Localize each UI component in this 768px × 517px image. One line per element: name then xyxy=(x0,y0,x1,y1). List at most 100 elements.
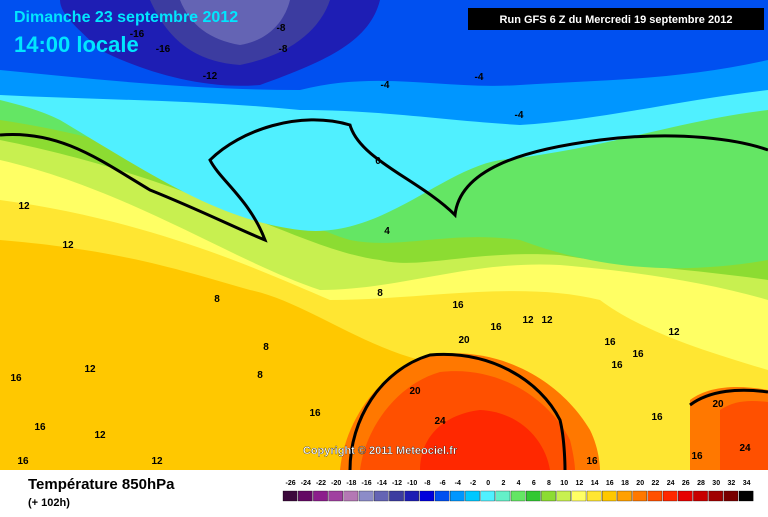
scale-label: 12 xyxy=(576,480,584,487)
contour-label: 12 xyxy=(522,315,534,326)
contour-label: 24 xyxy=(434,416,446,427)
contour-label: 0 xyxy=(375,156,381,167)
scale-label: -24 xyxy=(301,480,311,487)
scale-label: -8 xyxy=(424,480,430,487)
contour-label: 16 xyxy=(611,360,623,371)
contour-labels: -16 -16 -8 -8 -12 -4 -4 -4 0 4 8 8 8 8 12 12 12 12 12 12 12 1… xyxy=(10,23,751,467)
contour-label: 16 xyxy=(651,412,663,423)
scale-label: -18 xyxy=(346,480,356,487)
scale-swatch xyxy=(465,490,480,502)
scale-label: 28 xyxy=(697,480,705,487)
contour-label: -4 xyxy=(515,110,524,121)
scale-label: 14 xyxy=(591,480,599,487)
contour-label: -8 xyxy=(277,23,286,34)
contour-label: 20 xyxy=(712,399,724,410)
contour-label: 24 xyxy=(739,443,751,454)
contour-label: 8 xyxy=(257,370,263,381)
contour-label: 12 xyxy=(668,327,680,338)
scale-label: -12 xyxy=(392,480,402,487)
contour-label: 8 xyxy=(377,288,383,299)
scale-swatch xyxy=(723,490,739,502)
scale-swatch xyxy=(480,490,495,502)
scale-swatch xyxy=(586,490,602,502)
scale-label: 22 xyxy=(652,480,660,487)
scale-swatch xyxy=(282,490,298,502)
scale-swatch xyxy=(693,490,708,502)
scale-label: 32 xyxy=(728,480,736,487)
scale-label: -26 xyxy=(286,480,296,487)
scale-label: 18 xyxy=(621,480,629,487)
scale-swatch xyxy=(450,490,465,502)
scale-swatch xyxy=(647,490,663,502)
scale-label: -16 xyxy=(362,480,372,487)
scale-label: 8 xyxy=(547,480,551,487)
scale-label: -4 xyxy=(455,480,461,487)
scale-swatch xyxy=(602,490,617,502)
contour-label: 16 xyxy=(691,451,703,462)
scale-label: 34 xyxy=(743,480,751,487)
contour-label: 12 xyxy=(94,430,106,441)
scale-swatch xyxy=(556,490,571,502)
contour-label: 4 xyxy=(384,226,390,237)
contour-label: 16 xyxy=(586,456,598,467)
contour-label: 20 xyxy=(409,386,421,397)
contour-label: -4 xyxy=(381,80,390,91)
scale-swatch xyxy=(708,490,723,502)
scale-label: -2 xyxy=(470,480,476,487)
contour-label: 16 xyxy=(34,422,46,433)
contour-label: 16 xyxy=(309,408,321,419)
scale-label: -10 xyxy=(407,480,417,487)
scale-swatch xyxy=(374,490,389,502)
scale-label: -14 xyxy=(377,480,387,487)
contour-label: 16 xyxy=(17,456,29,467)
scale-label: 0 xyxy=(486,480,490,487)
scale-swatch xyxy=(678,490,693,502)
contour-label: -12 xyxy=(203,71,218,82)
scale-swatch xyxy=(617,490,632,502)
scale-swatch xyxy=(632,490,647,502)
scale-swatch xyxy=(313,490,328,502)
scale-swatch xyxy=(358,490,374,502)
contour-label: 16 xyxy=(632,349,644,360)
scale-swatch xyxy=(510,490,526,502)
contour-label: 8 xyxy=(214,294,220,305)
contour-label: 12 xyxy=(18,201,30,212)
valid-date: Dimanche 23 septembre 2012 xyxy=(14,9,238,26)
scale-swatch xyxy=(343,490,359,502)
contour-label: 16 xyxy=(10,373,22,384)
map: -16 -16 -8 -8 -12 -4 -4 -4 0 4 8 8 8 8 12 12 12 12 12 12 12 1… xyxy=(0,0,768,471)
scale-label: 26 xyxy=(682,480,690,487)
run-box xyxy=(468,8,764,30)
contour-label: -16 xyxy=(130,29,145,40)
contour-label: 12 xyxy=(62,240,74,251)
contour-label: -4 xyxy=(475,72,484,83)
scale-swatch xyxy=(495,490,511,502)
contour-label: 12 xyxy=(151,456,163,467)
footer-subtitle: (+ 102h) xyxy=(28,497,70,509)
scale-label: -20 xyxy=(331,480,341,487)
scale-label: 10 xyxy=(560,480,568,487)
contour-label: -8 xyxy=(279,44,288,55)
scale-swatch xyxy=(738,490,754,502)
contour-label: 12 xyxy=(84,364,96,375)
scale-label: 24 xyxy=(667,480,675,487)
color-scale: -26 -24 -22 -20 -18 -16 -14 -12 -10 -8 -6 -4 -2 0 2 4 6 8… xyxy=(282,480,754,502)
scale-swatch xyxy=(541,490,556,502)
scale-label: 16 xyxy=(606,480,614,487)
scale-swatch xyxy=(298,490,313,502)
contour-label: 16 xyxy=(490,322,502,333)
scale-label: 20 xyxy=(636,480,644,487)
scale-swatch xyxy=(662,490,678,502)
scale-label: 30 xyxy=(712,480,720,487)
scale-label: -22 xyxy=(316,480,326,487)
scale-swatch xyxy=(434,490,450,502)
valid-time: 14:00 locale xyxy=(14,32,139,57)
scale-swatch xyxy=(571,490,587,502)
contour-label: 8 xyxy=(263,342,269,353)
scale-label: 2 xyxy=(501,480,505,487)
scale-swatch xyxy=(526,490,541,502)
contour-label: 16 xyxy=(604,337,616,348)
scale-label: 4 xyxy=(517,480,521,487)
contour-label: 20 xyxy=(458,335,470,346)
